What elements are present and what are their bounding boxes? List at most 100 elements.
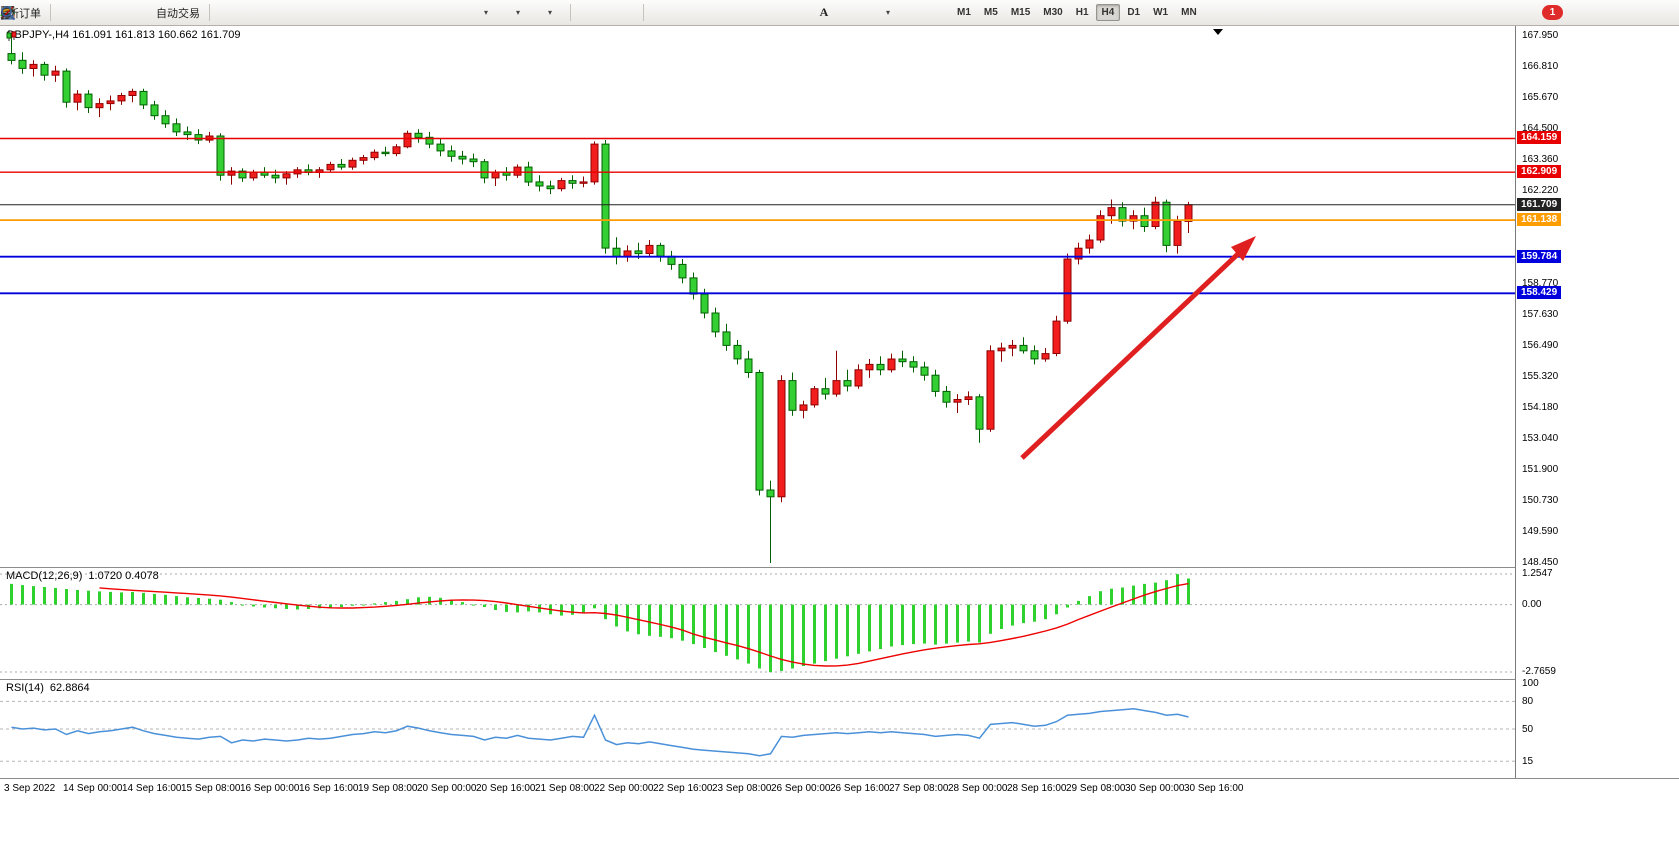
candle-body [447, 150, 456, 157]
crosshair-tool-button[interactable] [1, 1, 638, 24]
line-chart-button[interactable] [0, 1, 309, 24]
candle-body [1140, 215, 1149, 227]
text-tool-button[interactable]: A [809, 1, 839, 24]
macd-histogram-bar [1000, 604, 1003, 629]
trend-arrow-head[interactable] [1231, 236, 1256, 261]
price-tag-current-price: 161.709 [1517, 198, 1562, 211]
time-tick-label: 27 Sep 08:00 [889, 783, 949, 794]
new-chart-button[interactable] [1, 1, 501, 24]
candle-body [623, 250, 632, 257]
candlestick-chart-button[interactable] [1, 1, 277, 24]
timeframe-m15[interactable]: M15 [1010, 7, 1031, 18]
macd-histogram-bar [1099, 591, 1102, 605]
text-label-tool-button[interactable] [2, 1, 871, 24]
macd-histogram-bar [98, 591, 101, 605]
timeframe-m5[interactable]: M5 [983, 7, 998, 18]
periods-button[interactable] [1, 1, 533, 24]
timeframe-m30[interactable]: M30 [1043, 7, 1063, 18]
candle-body [711, 312, 720, 333]
macd-histogram-bar [813, 604, 816, 664]
candle-body [1019, 344, 1028, 352]
zoom-in-button[interactable] [1, 1, 341, 24]
zoom-out-button[interactable] [1, 1, 373, 24]
time-tick-label: 20 Sep 16:00 [476, 783, 536, 794]
candle-body [425, 136, 434, 145]
time-tick-label: 28 Sep 00:00 [948, 783, 1008, 794]
time-axis[interactable]: 3 Sep 2022 14 Sep 00:00 14 Sep 16:00 15 Sep… [0, 779, 1515, 797]
candle-body [656, 244, 665, 257]
timeframe-h1[interactable]: H1 [1075, 7, 1089, 18]
arrows-shapes-tool-button[interactable] [0, 1, 903, 24]
panel-separator[interactable] [0, 567, 1679, 568]
time-tick-label: 28 Sep 16:00 [1007, 783, 1067, 794]
candle-body [271, 174, 280, 179]
price-tick-label: 162.220 [1522, 185, 1559, 196]
candle-body [469, 158, 478, 163]
timeframe-m1[interactable]: M1 [957, 7, 971, 18]
candle-body [183, 131, 192, 136]
time-tick-label: 29 Sep 08:00 [1066, 783, 1126, 794]
equidistant-channel-tool-button[interactable] [0, 1, 775, 24]
macd-histogram-bar [384, 602, 387, 605]
macd-histogram-bar [296, 604, 299, 610]
macd-histogram-bar [472, 604, 475, 606]
trendline-tool-button[interactable] [1, 1, 743, 24]
timeframe-d1[interactable]: D1 [1127, 7, 1141, 18]
macd-histogram-bar [945, 604, 948, 644]
vertical-line-tool-button[interactable] [5, 1, 679, 24]
tile-vertical-button[interactable] [1, 1, 469, 24]
macd-histogram-bar [1176, 574, 1179, 605]
rsi-panel[interactable] [0, 680, 1515, 778]
search-button[interactable] [1, 1, 1534, 24]
candle-body [689, 277, 698, 295]
candle-body [898, 358, 907, 363]
notification-badge[interactable]: 1 [1542, 5, 1563, 20]
price-tick-label: 164.500 [1522, 123, 1559, 134]
toolbar-separator [209, 4, 210, 21]
bar-chart-button[interactable] [1, 1, 245, 24]
chart-shift-marker[interactable] [1213, 29, 1223, 35]
candle-body [1008, 344, 1017, 349]
timeframe-h4[interactable]: H4 [1095, 4, 1121, 21]
candle-body [744, 358, 753, 373]
macd-histogram-bar [1165, 580, 1168, 605]
macd-histogram-bar [219, 599, 222, 605]
candle-body [755, 372, 764, 491]
tile-horizontal-button[interactable] [1, 1, 437, 24]
macd-panel[interactable] [0, 568, 1515, 678]
horizontal-line-tool-button[interactable] [1, 1, 711, 24]
auto-trading-button[interactable]: 自动交易 [3, 1, 204, 24]
toolbar: 新订单 [0, 0, 1679, 26]
macd-histogram-bar [428, 596, 431, 605]
macd-histogram-bar [956, 604, 959, 643]
candle-body [458, 155, 467, 160]
candle-body [502, 172, 511, 176]
trend-arrow-line[interactable] [1020, 250, 1242, 460]
price-chart-panel[interactable] [0, 26, 1515, 567]
tile-windows-button[interactable] [1, 1, 405, 24]
candle-body [282, 173, 291, 179]
cursor-tool-button[interactable] [3, 1, 606, 24]
price-tag-resistance-2: 162.909 [1517, 165, 1562, 178]
timeframe-mn[interactable]: MN [1181, 7, 1197, 18]
candle-body [887, 358, 896, 371]
toolbar-right-group: 1 [1, 1, 1563, 24]
community-button[interactable] [1, 1, 150, 24]
price-tick-label: 166.810 [1522, 61, 1559, 72]
macd-histogram-bar [758, 604, 761, 669]
time-tick-label: 23 Sep 08:00 [712, 783, 772, 794]
timeframe-w1[interactable]: W1 [1153, 7, 1169, 18]
macd-histogram-bar [340, 604, 343, 607]
price-axis[interactable]: 167.950 166.810 165.670 164.500 163.360 162.2… [1515, 26, 1679, 778]
candle-body [546, 185, 555, 190]
rsi-axis-label: 80 [1522, 696, 1534, 707]
fibonacci-tool-button[interactable] [1, 1, 807, 24]
navigator-button[interactable] [1, 1, 118, 24]
rsi-line [11, 708, 1189, 757]
indicators-button[interactable] [0, 1, 565, 24]
macd-histogram-bar [890, 604, 893, 647]
panel-separator[interactable] [0, 679, 1679, 680]
candle-body [51, 70, 60, 76]
macd-histogram-bar [285, 604, 288, 609]
profiles-button[interactable] [1, 1, 86, 24]
